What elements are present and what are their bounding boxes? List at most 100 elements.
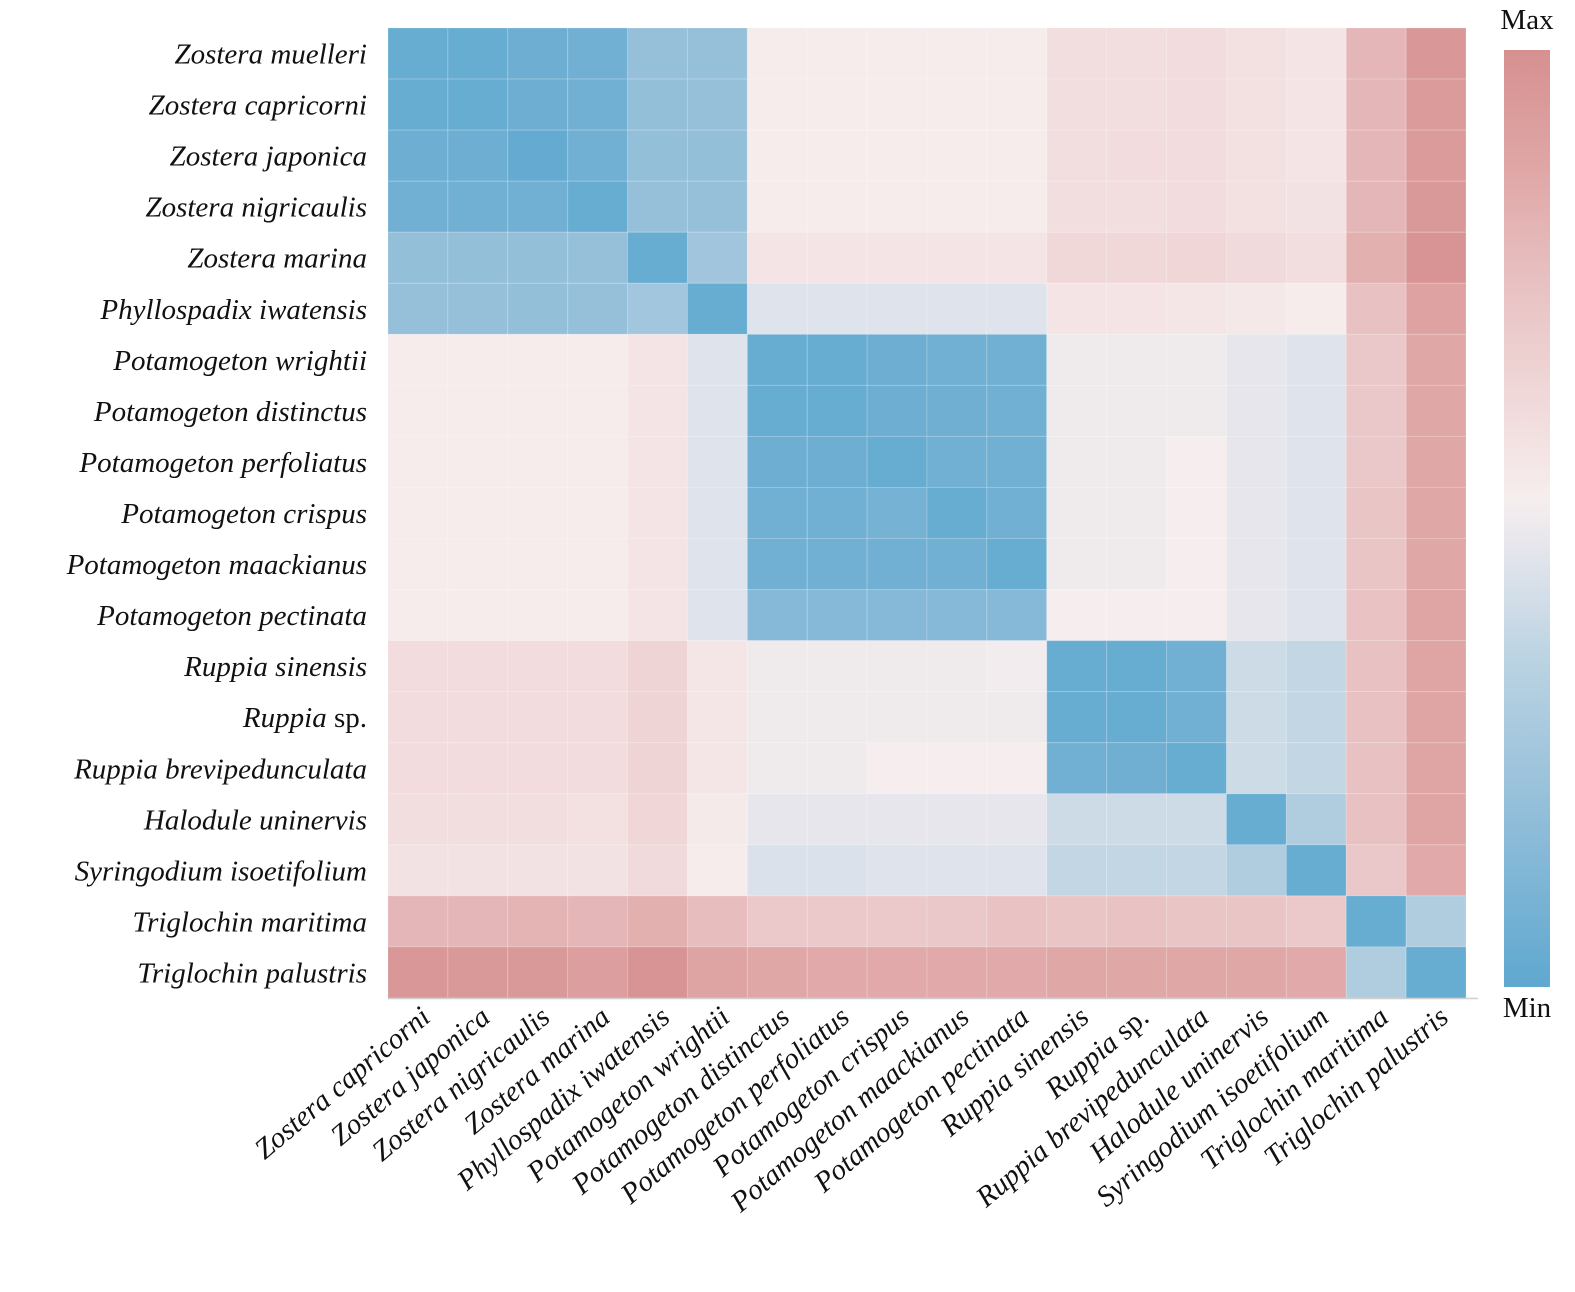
row-label: Potamogeton distinctus <box>93 396 367 428</box>
colorbar-max-label: Max <box>1500 4 1554 36</box>
heatmap-cell <box>507 282 569 335</box>
heatmap-cell <box>1405 793 1467 846</box>
heatmap-cell <box>447 282 509 335</box>
heatmap-cell <box>926 589 988 642</box>
heatmap-cell <box>1166 282 1227 335</box>
heatmap-cell <box>1225 486 1287 540</box>
heatmap-cell <box>1345 946 1407 999</box>
heatmap-cell <box>387 129 449 182</box>
heatmap-cell <box>1166 129 1227 182</box>
heatmap-cell <box>567 129 629 182</box>
heatmap-cell <box>1405 333 1467 386</box>
heatmap-cell <box>1166 538 1227 591</box>
label-genus: Potamogeton <box>66 549 229 581</box>
heatmap-cell <box>627 895 688 948</box>
heatmap-cell <box>686 844 748 897</box>
heatmap-cell <box>986 78 1048 131</box>
heatmap-cell <box>866 78 928 131</box>
heatmap-cell <box>1046 78 1108 131</box>
heatmap-cell <box>567 180 629 233</box>
heatmap-cell <box>986 640 1048 693</box>
heatmap-cell <box>686 27 748 80</box>
heatmap-cell <box>1345 78 1407 131</box>
heatmap-cell <box>806 27 868 80</box>
heatmap-cell <box>507 129 569 182</box>
heatmap-cell <box>1345 333 1407 386</box>
heatmap-cell <box>567 27 629 80</box>
heatmap-cell <box>447 844 509 897</box>
row-label: Zostera japonica <box>170 141 367 173</box>
heatmap-cell <box>507 538 569 591</box>
heatmap-cell <box>387 78 449 131</box>
heatmap-cell <box>507 742 569 795</box>
heatmap-cell <box>1106 895 1168 948</box>
heatmap-cell <box>567 384 629 437</box>
heatmap-cell <box>447 384 509 437</box>
heatmap-cell <box>507 27 569 80</box>
heatmap-cell <box>627 129 688 182</box>
heatmap-cell <box>866 333 928 386</box>
heatmap-cell <box>986 946 1048 999</box>
heatmap-cell <box>926 333 988 386</box>
heatmap-cell <box>1345 589 1407 642</box>
heatmap-cell <box>1345 27 1407 80</box>
row-label: Halodule uninervis <box>143 804 367 836</box>
heatmap-cell <box>627 946 688 999</box>
heatmap-cell <box>1225 78 1287 131</box>
heatmap-cell <box>686 231 748 284</box>
heatmap-cell <box>866 231 928 284</box>
heatmap-cell <box>806 946 868 999</box>
heatmap-cells <box>387 27 1467 999</box>
heatmap-cell <box>806 589 868 642</box>
heatmap-cell <box>806 231 868 284</box>
heatmap-cell <box>1106 844 1168 897</box>
heatmap-cell <box>806 691 868 744</box>
label-genus: Potamogeton <box>120 498 283 530</box>
label-epithet: pectinata <box>257 600 367 632</box>
label-genus: Ruppia <box>969 1131 1060 1215</box>
label-genus: Zostera <box>145 192 241 224</box>
heatmap-cell <box>1225 793 1287 846</box>
heatmap-cell <box>567 691 629 744</box>
heatmap-cell <box>507 640 569 693</box>
heatmap-cell <box>1285 640 1347 693</box>
heatmap-cell <box>986 844 1048 897</box>
row-label: Zostera muelleri <box>174 39 367 71</box>
heatmap-cell <box>1285 946 1347 999</box>
heatmap-cell <box>507 589 569 642</box>
heatmap-cell <box>1285 27 1347 80</box>
heatmap-cell <box>1285 435 1347 488</box>
label-epithet: distinctus <box>256 396 367 428</box>
heatmap-cell <box>806 180 868 233</box>
heatmap-cell <box>806 640 868 693</box>
heatmap-cell <box>866 486 928 540</box>
heatmap-cell <box>1345 640 1407 693</box>
heatmap-cell <box>866 691 928 744</box>
heatmap-cell <box>1345 129 1407 182</box>
heatmap-cell <box>447 333 509 386</box>
label-epithet: isoetifolium <box>230 855 367 887</box>
heatmap-cell <box>1345 538 1407 591</box>
heatmap-cell <box>1046 895 1108 948</box>
label-epithet: perfoliatus <box>239 447 367 479</box>
heatmap-cell <box>986 742 1048 795</box>
heatmap-cell <box>567 538 629 591</box>
heatmap-cell <box>986 384 1048 437</box>
heatmap-cell <box>1046 384 1108 437</box>
heatmap-cell <box>1285 742 1347 795</box>
heatmap-cell <box>926 231 988 284</box>
heatmap-cell <box>866 895 928 948</box>
heatmap-cell <box>686 282 748 335</box>
row-label: Potamogeton perfoliatus <box>78 447 367 479</box>
heatmap-cell <box>806 895 868 948</box>
heatmap-cell <box>1166 844 1227 897</box>
heatmap-cell <box>1166 231 1227 284</box>
heatmap-cell <box>746 946 808 999</box>
label-epithet: maritima <box>261 906 367 938</box>
heatmap-cell <box>567 231 629 284</box>
heatmap-cell <box>507 895 569 948</box>
heatmap-cell <box>806 435 868 488</box>
heatmap-cell <box>866 793 928 846</box>
label-genus: Ruppia <box>242 702 334 734</box>
heatmap-cell <box>1345 793 1407 846</box>
